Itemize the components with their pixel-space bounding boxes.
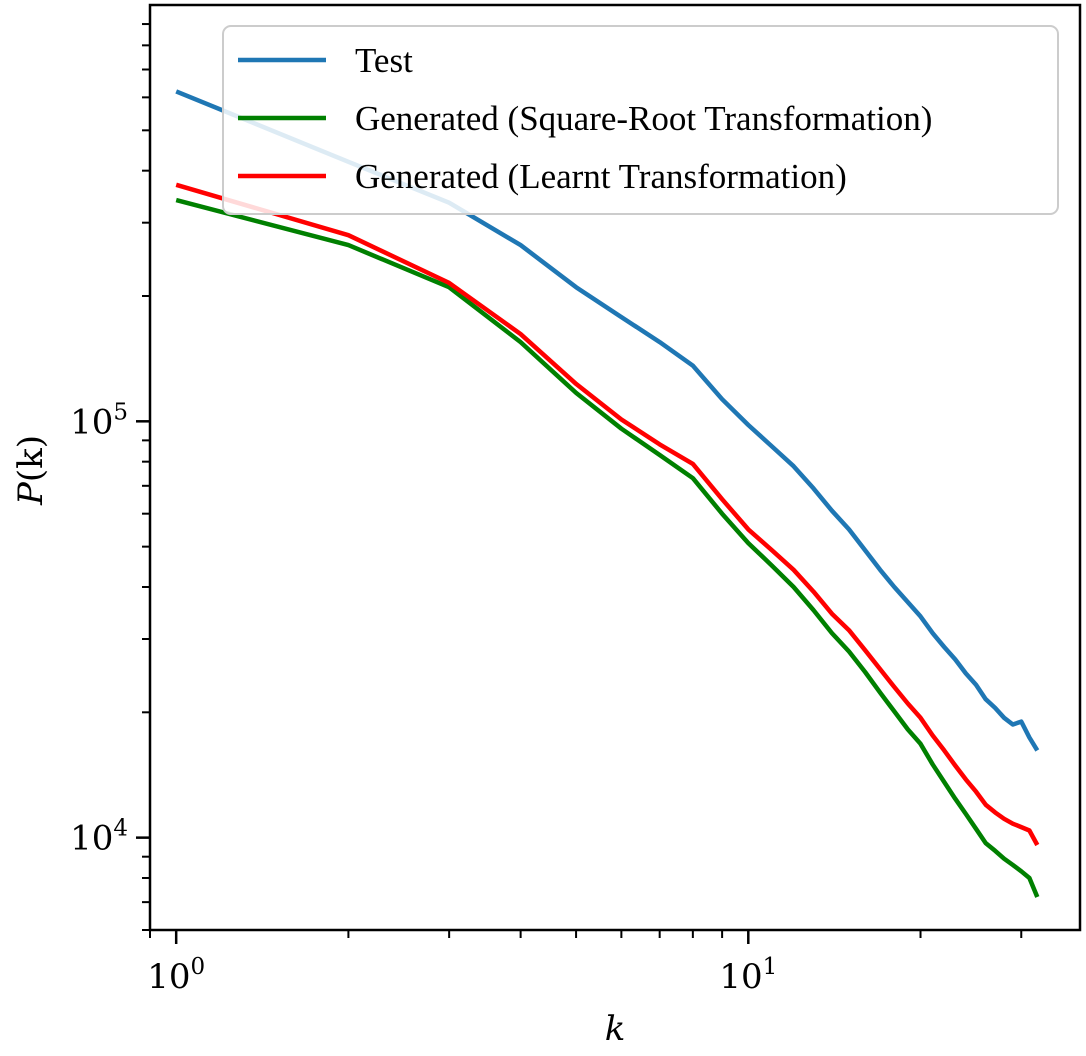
- x-axis-label: k: [605, 1009, 626, 1049]
- legend: Test Generated (Square-Root Transformatio…: [222, 25, 1059, 215]
- x-axis: 100 101: [147, 930, 1023, 997]
- x-tick-label-0: 100: [147, 954, 205, 997]
- y-tick-label-1: 105: [70, 399, 128, 442]
- plot-lines: [175, 89, 1040, 898]
- plot-frame: [148, 3, 1082, 932]
- y-axis-label-symbol: P: [11, 481, 51, 506]
- x-tick-label-1: 101: [719, 954, 777, 997]
- series-line-2: [175, 182, 1040, 847]
- legend-box: [222, 25, 1059, 215]
- y-axis-label: P(k): [11, 435, 51, 506]
- y-axis-label-argument: (k): [11, 435, 51, 482]
- legend-label-1: Generated (Square-Root Transformation): [355, 99, 932, 138]
- legend-label-0: Test: [355, 41, 413, 80]
- y-axis: 104 105: [70, 23, 150, 931]
- series-line-1: [175, 197, 1040, 898]
- y-tick-label-0: 104: [70, 816, 128, 859]
- series-line-0: [175, 89, 1040, 752]
- legend-label-2: Generated (Learnt Transformation): [355, 157, 847, 196]
